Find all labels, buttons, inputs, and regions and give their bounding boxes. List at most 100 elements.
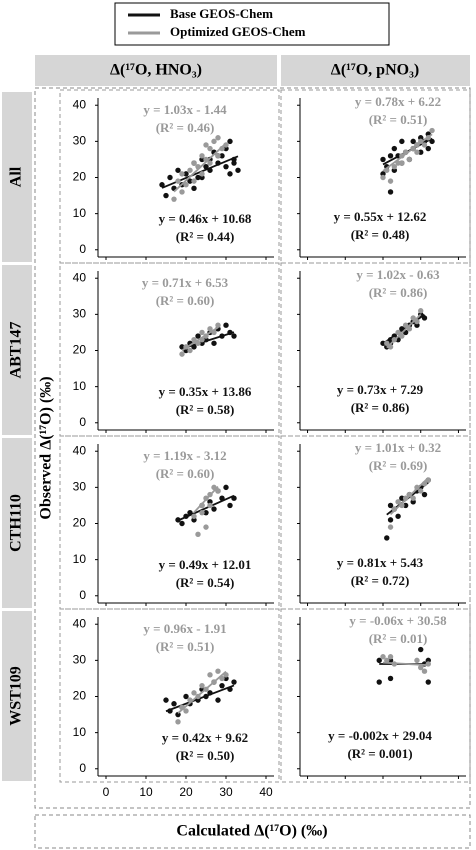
fit-line xyxy=(382,313,426,345)
fit-equation: y = 1.02x - 0.63 xyxy=(356,267,440,282)
point xyxy=(421,668,428,674)
point xyxy=(395,329,401,336)
point xyxy=(171,701,177,707)
point xyxy=(223,163,229,170)
point xyxy=(199,682,205,689)
y-tick-label: 40 xyxy=(73,616,87,630)
point xyxy=(227,171,233,177)
column-title: Δ(¹⁷O, pNO₃) xyxy=(331,62,419,79)
row-title: WST109 xyxy=(8,666,25,726)
point xyxy=(219,153,225,159)
point xyxy=(207,160,213,166)
point xyxy=(179,520,185,527)
row-title: All xyxy=(8,166,25,187)
fit-r2: (R² = 0.60) xyxy=(156,293,215,308)
fit-line xyxy=(181,326,219,352)
point xyxy=(425,679,431,685)
point xyxy=(223,322,229,328)
row-title: CTH110 xyxy=(8,494,25,552)
point xyxy=(219,682,225,689)
point xyxy=(187,347,193,354)
point xyxy=(163,697,169,703)
point xyxy=(215,135,221,141)
fit-equation: y = 0.46x + 10.68 xyxy=(159,211,252,226)
point xyxy=(207,145,213,152)
point xyxy=(195,174,201,181)
y-tick-label: 40 xyxy=(73,443,87,457)
point xyxy=(384,657,390,664)
point xyxy=(380,174,386,181)
outer-box xyxy=(34,87,471,809)
point xyxy=(418,308,424,314)
fit-line xyxy=(173,142,227,193)
column-header-bg xyxy=(35,55,277,86)
point xyxy=(384,535,390,541)
point xyxy=(179,171,185,177)
point xyxy=(191,185,197,192)
point xyxy=(215,668,221,674)
y-tick-label: 30 xyxy=(73,653,87,667)
fit-equation: y = 0.73x + 7.29 xyxy=(337,382,424,397)
point xyxy=(175,167,181,173)
point xyxy=(387,654,394,660)
fit-equation: y = 0.81x + 5.43 xyxy=(337,555,424,570)
point xyxy=(207,672,213,678)
point xyxy=(418,646,424,653)
point xyxy=(211,138,217,145)
x-tick-label: 30 xyxy=(219,785,233,799)
point xyxy=(195,333,201,339)
point xyxy=(203,509,209,516)
point xyxy=(406,156,413,163)
row-title: ABT147 xyxy=(8,322,25,379)
point xyxy=(203,142,209,148)
point xyxy=(387,502,394,509)
fit-r2: (R² = 0.46) xyxy=(156,120,215,135)
point xyxy=(215,697,221,703)
point xyxy=(211,340,217,346)
fit-r2: (R² = 0.50) xyxy=(176,748,235,763)
point xyxy=(215,153,221,159)
point xyxy=(387,153,394,159)
fit-r2: (R² = 0.51) xyxy=(156,639,215,654)
point xyxy=(231,679,237,685)
y-tick-label: 10 xyxy=(73,206,87,220)
fit-r2: (R² = 0.86) xyxy=(369,285,428,300)
point xyxy=(395,513,401,519)
xlabel-box xyxy=(34,814,471,849)
fit-r2: (R² = 0.01) xyxy=(369,631,428,646)
fit-equation: y = 0.96x - 1.91 xyxy=(143,621,226,636)
point xyxy=(167,174,173,181)
x-axis-label: Calculated Δ(¹⁷O) (‰) xyxy=(176,823,327,840)
point xyxy=(391,163,398,170)
fit-line xyxy=(386,313,422,349)
point xyxy=(425,145,431,152)
row-header-bg xyxy=(2,265,32,435)
point xyxy=(231,333,237,339)
y-tick-label: 40 xyxy=(73,270,87,284)
point xyxy=(211,506,217,512)
row-header-bg xyxy=(2,438,32,608)
point xyxy=(235,167,241,173)
point xyxy=(183,171,189,177)
fit-equation: y = 0.71x + 6.53 xyxy=(142,275,229,290)
point xyxy=(203,524,209,530)
fit-line xyxy=(193,486,219,514)
legend-box xyxy=(114,2,390,46)
y-tick-label: 20 xyxy=(73,689,87,703)
fit-r2: (R² = 0.69) xyxy=(369,458,428,473)
point xyxy=(207,502,213,509)
fit-equation: y = 0.55x + 12.62 xyxy=(334,209,427,224)
fit-r2: (R² = 0.86) xyxy=(351,400,410,415)
y-tick-label: 40 xyxy=(73,97,87,111)
fit-equation: y = 1.03x - 1.44 xyxy=(143,102,227,117)
y-tick-label: 0 xyxy=(79,761,86,775)
point xyxy=(227,502,233,509)
point xyxy=(175,178,181,184)
point xyxy=(203,163,209,170)
y-tick-label: 30 xyxy=(73,307,87,321)
point xyxy=(215,322,221,328)
point xyxy=(376,679,382,685)
point xyxy=(199,171,205,177)
point xyxy=(395,499,401,505)
